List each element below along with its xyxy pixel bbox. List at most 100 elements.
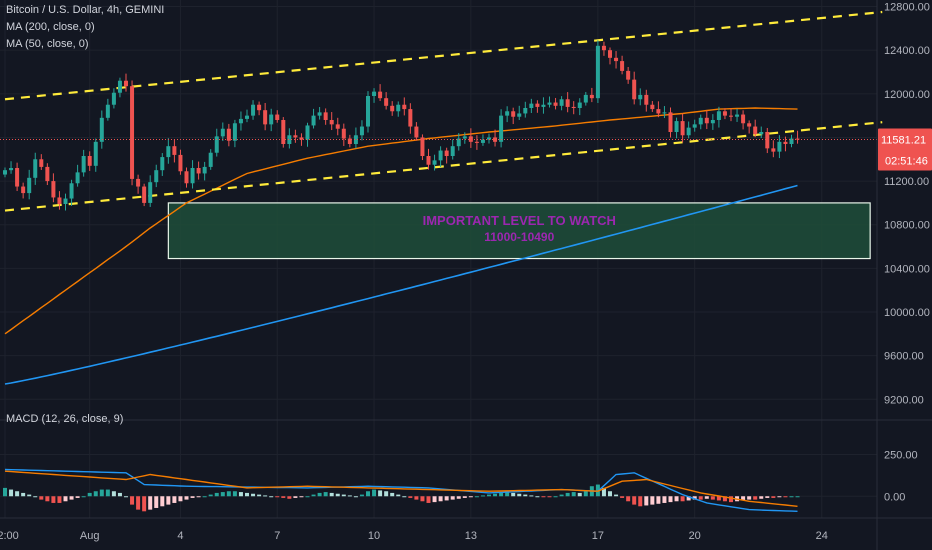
candle-body: [378, 91, 383, 99]
time-tick-label: 4: [177, 530, 183, 542]
candle-body: [117, 80, 122, 93]
macd-histogram-bar: [269, 496, 274, 498]
candle-body: [9, 168, 14, 171]
macd-histogram-bar: [124, 496, 128, 498]
current-price-badge: [878, 128, 932, 171]
macd-histogram-bar: [117, 492, 122, 497]
macd-histogram-bar: [323, 492, 328, 497]
candle-body: [81, 156, 86, 173]
candle-body: [571, 106, 576, 108]
candle-body: [432, 160, 437, 165]
annotation-line-1: IMPORTANT LEVEL TO WATCH: [423, 213, 616, 228]
candle-body: [771, 148, 776, 152]
macd-histogram-bar: [420, 496, 425, 502]
candle-body: [511, 111, 516, 117]
candle-body: [196, 168, 201, 174]
candle-body: [638, 94, 643, 100]
time-tick-label: 7: [274, 530, 280, 542]
macd-histogram-bar: [184, 496, 189, 500]
macd-histogram-bar: [372, 489, 377, 497]
ma200-path: [4, 184, 798, 385]
macd-histogram-bar: [390, 492, 395, 497]
macd-histogram-bar: [63, 496, 68, 502]
macd-histogram-bar: [704, 496, 709, 499]
candle-body: [753, 126, 758, 135]
candle-body: [735, 114, 740, 117]
macd-histogram-bar: [341, 494, 346, 497]
chart-title: Bitcoin / U.S. Dollar, 4h, GEMINI: [6, 4, 165, 16]
candle-body: [75, 172, 80, 184]
candle-body: [263, 110, 268, 125]
macd-histogram-bar: [644, 496, 649, 506]
macd-histogram-bar: [499, 492, 504, 497]
candle-body: [27, 177, 32, 194]
macd-histogram-bar: [220, 492, 225, 497]
macd-histogram-bar: [432, 496, 437, 503]
macd-histogram-bar: [517, 493, 522, 497]
price-tick-label: 12400.00: [884, 45, 930, 57]
candle-body: [614, 57, 619, 62]
time-tick-label: 13: [465, 530, 477, 542]
macd-histogram-bar: [583, 491, 588, 497]
candle-body: [208, 152, 213, 167]
macd-histogram-bar: [251, 493, 256, 497]
candle-body: [601, 45, 606, 51]
macd-histogram-bar: [238, 492, 243, 497]
candle-body: [747, 123, 752, 127]
candle-body: [178, 154, 183, 172]
candle-body: [93, 141, 98, 166]
candle-body: [662, 112, 667, 114]
candle-body: [142, 186, 147, 203]
candle-body: [741, 114, 746, 124]
candle-body: [632, 79, 637, 100]
macd-histogram-bar: [232, 491, 237, 497]
candle-body: [680, 121, 685, 136]
time-tick-label: 10: [368, 530, 380, 542]
candle-body: [384, 98, 389, 106]
candle-body: [765, 132, 770, 149]
candle-body: [559, 99, 564, 106]
candle-body: [299, 137, 304, 140]
macd-histogram-bar: [408, 496, 413, 498]
ma50-path: [4, 107, 798, 335]
signal-line: [4, 470, 798, 507]
macd-histogram-bar: [21, 492, 26, 497]
macd-histogram-bar: [329, 492, 334, 497]
time-tick-label: Aug: [80, 530, 100, 542]
macd-histogram-bar: [626, 496, 631, 502]
macd-histogram-bar: [559, 494, 564, 497]
macd-histogram-bar: [293, 496, 298, 498]
candle-body: [480, 139, 485, 143]
macd-histogram-bar: [608, 491, 612, 497]
candle-body: [87, 156, 92, 166]
annotation-line-2: 11000-10490: [484, 230, 554, 244]
candle-body: [63, 198, 68, 204]
macd-histogram-bar: [75, 496, 80, 498]
macd-histogram-bar: [710, 496, 715, 500]
macd-histogram-bar: [160, 496, 165, 507]
candlestick-series[interactable]: [3, 40, 800, 211]
candle-body: [130, 86, 135, 179]
macd-histogram-bar: [553, 496, 558, 498]
candle-body: [202, 166, 207, 174]
time-tick-label: 20: [689, 530, 701, 542]
macd-histogram-bar: [753, 496, 758, 500]
macd-histogram-bar: [299, 496, 304, 498]
zone-rect: [167, 202, 871, 260]
candle-body: [759, 132, 764, 135]
macd-histogram-bar: [680, 496, 685, 502]
macd-histogram-bar: [57, 496, 62, 503]
candle-body: [668, 112, 673, 132]
macd-histogram-bar: [178, 496, 183, 502]
candle-body: [656, 109, 661, 114]
macd-histogram-bar: [771, 496, 776, 498]
macd-histogram-bar: [136, 496, 141, 510]
macd-histogram-bar: [523, 494, 528, 497]
price-tick-label: 11200.00: [884, 176, 929, 188]
price-tick-label: 10400.00: [884, 263, 930, 275]
macd-histogram-bar: [789, 496, 794, 498]
candle-body: [372, 91, 377, 96]
macd-histogram-bar: [245, 492, 249, 497]
